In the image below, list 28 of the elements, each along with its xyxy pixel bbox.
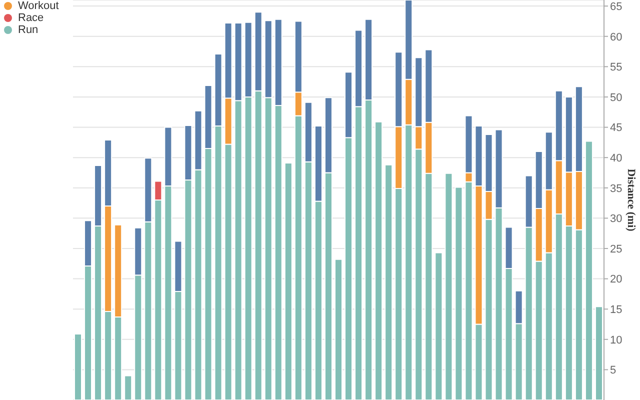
bar <box>284 162 292 400</box>
bar <box>584 140 593 400</box>
y-tick-label: 55 <box>610 62 622 74</box>
y-tick-label: 25 <box>610 243 622 256</box>
y-tick-label: 15 <box>610 304 622 316</box>
bar <box>334 258 342 400</box>
bar <box>454 186 463 400</box>
y-tick-label: 30 <box>610 213 622 226</box>
bar <box>444 172 453 400</box>
y-tick-label: 5 <box>610 364 616 377</box>
legend-label: Run <box>18 24 38 36</box>
y-tick-label: 50 <box>610 92 622 104</box>
y-tick-label: 35 <box>610 182 622 195</box>
bar <box>374 121 383 400</box>
y-tick-label: 65 <box>610 0 622 13</box>
bar <box>594 306 603 400</box>
bar <box>74 333 82 400</box>
bar <box>124 375 132 400</box>
y-tick-label: 60 <box>610 31 622 44</box>
bar <box>434 252 443 400</box>
y-tick-label: 40 <box>610 152 622 164</box>
bar <box>384 164 393 400</box>
y-tick-label: 45 <box>610 122 622 134</box>
legend-label: Race <box>18 12 44 24</box>
y-axis-title: Distance (mi) <box>625 168 638 232</box>
y-tick-label: 20 <box>610 274 622 286</box>
y-tick-label: 10 <box>610 334 622 346</box>
legend-label: Workout <box>18 0 59 12</box>
